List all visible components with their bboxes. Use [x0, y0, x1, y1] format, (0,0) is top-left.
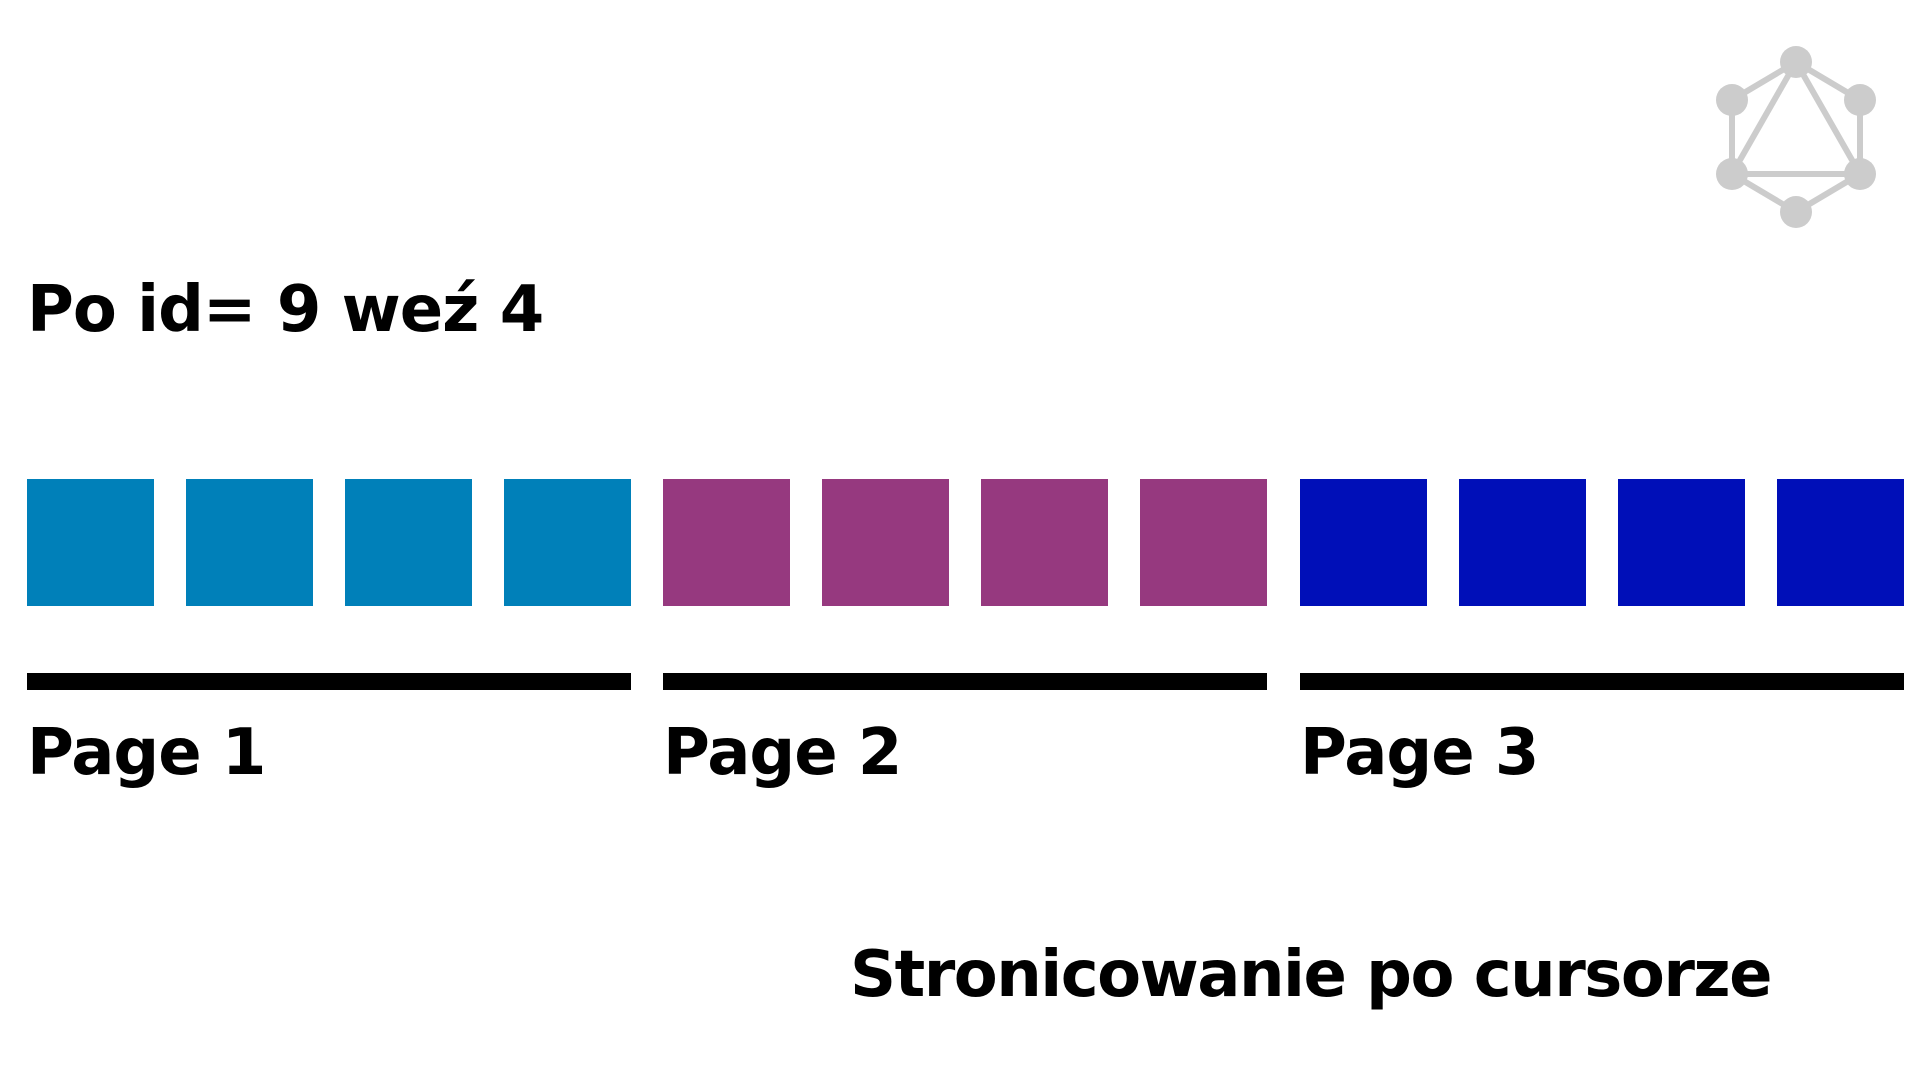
logo-edges	[1729, 59, 1863, 215]
page-item	[1618, 479, 1745, 606]
page-item	[1140, 479, 1267, 606]
page-group-1: Page 1	[27, 479, 631, 799]
page-underline	[663, 673, 1267, 690]
page-label: Page 1	[27, 716, 266, 790]
page-item	[1459, 479, 1586, 606]
page-label: Page 2	[663, 716, 902, 790]
page-group-2: Page 2	[663, 479, 1267, 799]
subtitle: Stronicowanie po cursorze	[850, 938, 1773, 1012]
page-items	[1300, 479, 1904, 606]
page-item	[822, 479, 949, 606]
page-item	[27, 479, 154, 606]
page-item	[1300, 479, 1427, 606]
heading: Po id= 9 weź 4	[27, 273, 544, 347]
page-label: Page 3	[1300, 716, 1539, 790]
pagination-diagram: Page 1 Page 2 Page 3	[27, 479, 1904, 799]
page-items	[27, 479, 631, 606]
page-item	[345, 479, 472, 606]
page-item	[504, 479, 631, 606]
page-items	[663, 479, 1267, 606]
graphql-logo-icon	[1716, 46, 1876, 228]
page-underline	[1300, 673, 1904, 690]
page-group-3: Page 3	[1300, 479, 1904, 799]
page-item	[981, 479, 1108, 606]
page-underline	[27, 673, 631, 690]
page-item	[186, 479, 313, 606]
page-item	[1777, 479, 1904, 606]
page-item	[663, 479, 790, 606]
logo-nodes	[1716, 46, 1876, 228]
